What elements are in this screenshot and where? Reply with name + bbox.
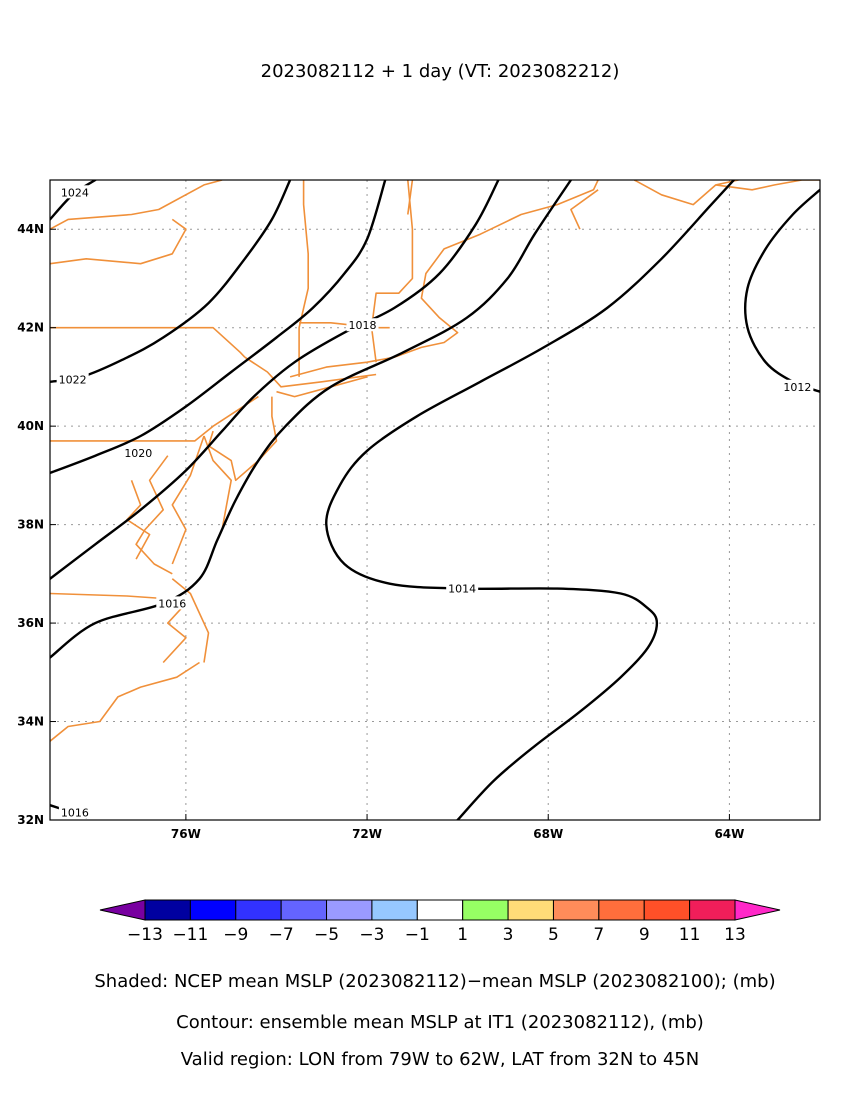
coast-segment: [407, 180, 414, 215]
colorbar-over-triangle: [734, 899, 781, 921]
caption-region: Valid region: LON from 79W to 62W, LAT f…: [181, 1049, 699, 1070]
contour-label-bg: [346, 318, 379, 332]
y-tick-label: 40N: [17, 419, 44, 433]
contour-label-1018: 1018: [349, 319, 377, 332]
contour-label-1016: 1016: [61, 807, 89, 820]
y-tick-label: 32N: [17, 813, 44, 827]
coast-segment: [135, 455, 173, 575]
colorbar-bin: [552, 899, 600, 921]
chart-title: 2023082112 + 1 day (VT: 2023082212): [261, 61, 620, 82]
colorbar-under-triangle: [99, 899, 146, 921]
contour-labels: 1024 1022 1020 1018 1016 1016 1014 1012: [56, 185, 814, 820]
coast-segment: [207, 396, 278, 482]
y-tick-label: 34N: [17, 715, 44, 729]
map-background: [50, 180, 820, 820]
x-tick-label: 76W: [171, 827, 201, 841]
contour-label-bg: [58, 805, 91, 819]
colorbar-bin: [189, 899, 237, 921]
coast-segment: [570, 189, 599, 230]
colorbar-bin: [416, 899, 464, 921]
contour-label-1020: 1020: [124, 447, 152, 460]
colorbar-bin: [326, 899, 373, 921]
colorbar-tick-label: −3: [359, 925, 384, 945]
y-tick-label: 38N: [17, 518, 44, 532]
colorbar: −13 −11 −9 −7 −5 −3 −1 1 3 5 7 9 11 13: [99, 899, 781, 945]
coast-segment: [50, 326, 246, 358]
colorbar-bin: [643, 899, 691, 921]
contour-label-bg: [56, 372, 89, 386]
coast-segment: [244, 356, 377, 388]
x-tick-label: 72W: [352, 827, 382, 841]
colorbar-tick-label: −11: [172, 925, 208, 945]
coast-segment: [50, 661, 200, 742]
contour-label-1016: 1016: [158, 597, 186, 610]
x-tick-label: 64W: [714, 827, 744, 841]
contour-label-1012: 1012: [783, 381, 811, 394]
axis-ticks: 76W 72W 68W 64W 44N 42N 40N 38N 36N 34N 32N: [17, 222, 744, 841]
coast-segment: [50, 218, 187, 265]
coast-segment: [276, 376, 368, 398]
y-tick-label: 36N: [17, 616, 44, 630]
colorbar-tick-label: −1: [405, 925, 430, 945]
coast-segment: [715, 180, 820, 191]
colorbar-tick-label: −9: [223, 925, 248, 945]
caption-contour: Contour: ensemble mean MSLP at IT1 (2023…: [176, 1012, 704, 1033]
colorbar-bin: [371, 899, 418, 921]
colorbar-bin: [598, 899, 645, 921]
coast-segment: [50, 180, 223, 230]
colorbar-tick-label: 5: [548, 925, 559, 945]
contour-label-bg: [156, 596, 189, 610]
colorbar-tick-label: 13: [724, 925, 746, 945]
caption-shaded: Shaded: NCEP mean MSLP (2023082112)−mean…: [94, 971, 775, 992]
contour-1020: [50, 180, 387, 475]
y-tick-label: 42N: [17, 321, 44, 335]
contour-label-bg: [781, 379, 814, 393]
colorbar-bin: [144, 899, 191, 921]
coast-segment: [633, 180, 739, 206]
colorbar-tick-label: −7: [269, 925, 294, 945]
contour-label-1022: 1022: [59, 373, 87, 386]
y-tick-label: 44N: [17, 222, 44, 236]
colorbar-bin: [235, 899, 282, 921]
contour-1014: [325, 180, 736, 820]
coast-segment: [203, 435, 232, 530]
contour-label-1024: 1024: [61, 186, 89, 199]
coast-segment: [289, 180, 599, 378]
colorbar-bin: [507, 899, 554, 921]
contour-label-bg: [122, 446, 155, 460]
map-area: 1024 1022 1020 1018 1016 1016 1014 1012 76W 72W 6…: [17, 179, 821, 841]
colorbar-tick-label: −13: [127, 925, 163, 945]
colorbar-tick-label: 3: [503, 925, 514, 945]
colorbar-tick-label: 11: [679, 925, 701, 945]
coast-segment: [171, 578, 210, 663]
coast-segment: [50, 395, 259, 442]
map-frame: [49, 179, 821, 821]
contour-label-bg: [446, 581, 479, 595]
contour-label-bg: [58, 185, 91, 199]
coast-segment: [298, 180, 309, 377]
colorbar-tick-label: −5: [314, 925, 339, 945]
colorbar-bin: [462, 899, 509, 921]
colorbar-tick-label: 7: [593, 925, 604, 945]
colorbar-tick-label: 9: [639, 925, 650, 945]
contour-1018: [50, 180, 500, 580]
colorbar-tick-label: 1: [457, 925, 468, 945]
contour-label-1014: 1014: [448, 583, 476, 596]
colorbar-bin: [280, 899, 328, 921]
x-tick-label: 68W: [533, 827, 563, 841]
colorbar-bin: [689, 899, 736, 921]
